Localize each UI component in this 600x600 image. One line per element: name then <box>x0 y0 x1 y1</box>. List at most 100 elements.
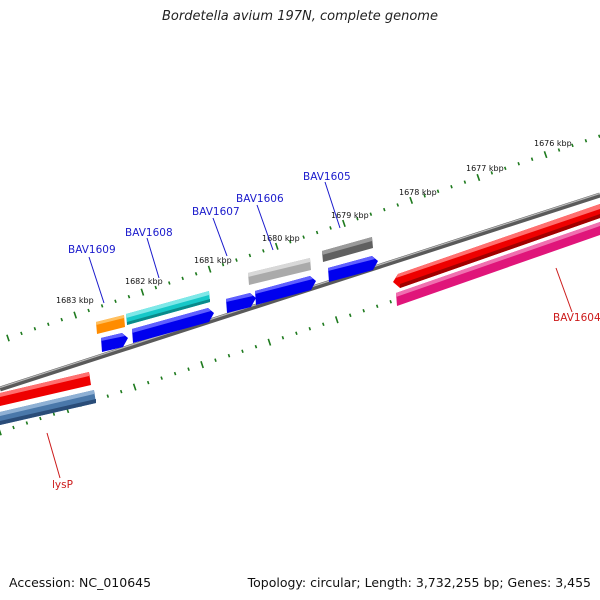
upper-scale-tick <box>503 166 507 171</box>
gene-blue-2[interactable] <box>132 308 214 343</box>
upper-scale-tick <box>154 285 158 290</box>
gene-darkgray[interactable] <box>322 237 373 262</box>
lower-scale-tick <box>254 344 258 349</box>
gene-orange[interactable] <box>96 315 125 334</box>
scale-label-1678: 1678 kbp <box>399 188 437 197</box>
map-title: Bordetella avium 197N, complete genome <box>162 9 438 24</box>
upper-scale-tick <box>356 217 359 221</box>
upper-scale-tick <box>557 148 561 152</box>
lower-scale-tick <box>295 331 298 335</box>
scale-label-1676: 1676 kbp <box>534 139 572 148</box>
gene-label-bav1606[interactable]: BAV1606 <box>236 193 284 205</box>
upper-scale-tick <box>450 184 453 189</box>
upper-scale-tick <box>315 230 319 235</box>
leader-bav1609 <box>88 256 105 304</box>
leader-bav1607 <box>212 217 228 257</box>
upper-scale-tick <box>181 276 184 281</box>
accession-label: Accession: NC_010645 <box>9 575 152 590</box>
leader-bav1604 <box>555 267 573 313</box>
upper-scale-tick <box>302 235 305 239</box>
upper-scale-tick <box>342 219 346 227</box>
upper-scale-tick <box>543 151 548 159</box>
upper-scale-tick <box>100 304 104 308</box>
gene-blue-1[interactable] <box>101 333 128 352</box>
upper-scale-tick <box>436 189 440 194</box>
upper-scale-tick <box>288 239 292 244</box>
upper-scale-tick <box>530 157 534 161</box>
lower-scale-tick <box>214 358 217 362</box>
upper-scale-tick <box>6 334 10 342</box>
upper-scale-tick <box>369 212 373 216</box>
gene-steel-left[interactable] <box>0 390 96 425</box>
leader-bav1608 <box>146 237 160 279</box>
lower-scale-tick <box>0 429 2 436</box>
gene-blue-4[interactable] <box>255 276 316 305</box>
upper-scale-tick <box>409 196 414 204</box>
upper-tick-track <box>6 134 600 342</box>
lower-scale-tick <box>375 304 379 309</box>
upper-scale-tick <box>329 226 332 230</box>
lower-scale-tick <box>106 394 110 398</box>
leader-bav1605 <box>324 181 341 229</box>
lower-scale-tick <box>281 335 285 340</box>
upper-scale-tick <box>33 327 37 331</box>
lower-scale-tick <box>200 361 204 369</box>
scale-label-1681: 1681 kbp <box>194 256 232 265</box>
gene-label-bav1604[interactable]: BAV1604 <box>553 312 600 324</box>
scale-label-1680: 1680 kbp <box>262 234 300 243</box>
upper-scale-tick <box>463 180 467 184</box>
gene-gray[interactable] <box>248 258 311 285</box>
gene-red-left[interactable] <box>0 372 91 406</box>
lower-scale-tick <box>322 322 325 326</box>
upper-scale-tick <box>423 194 426 198</box>
lower-scale-tick <box>389 300 392 304</box>
lower-scale-tick <box>267 338 272 346</box>
gene-pink-right[interactable] <box>396 222 600 306</box>
lower-scale-tick <box>12 425 15 430</box>
gene-label-bav1605[interactable]: BAV1605 <box>303 171 351 183</box>
leader-lysp <box>46 432 61 479</box>
upper-scale-tick <box>221 262 225 267</box>
lower-scale-tick <box>25 421 29 425</box>
upper-scale-tick <box>127 294 131 299</box>
gene-label-bav1608[interactable]: BAV1608 <box>125 227 173 239</box>
lower-scale-tick <box>241 349 244 353</box>
leader-bav1606 <box>256 204 274 251</box>
upper-scale-tick <box>274 242 279 250</box>
upper-scale-tick <box>87 308 90 313</box>
gene-red-right[interactable] <box>393 204 600 288</box>
upper-scale-tick <box>517 161 520 166</box>
gene-label-lysp[interactable]: lysP <box>52 479 73 491</box>
upper-scale-tick <box>114 299 117 304</box>
upper-scale-tick <box>140 288 145 296</box>
lower-scale-tick <box>348 313 352 318</box>
scale-label-1683: 1683 kbp <box>56 296 94 305</box>
upper-scale-tick <box>47 322 50 327</box>
upper-scale-tick <box>168 281 171 285</box>
scale-label-1682: 1682 kbp <box>125 277 163 286</box>
lower-scale-tick <box>308 326 312 331</box>
lower-scale-tick <box>132 383 137 391</box>
upper-scale-tick <box>20 331 23 336</box>
gene-label-bav1607[interactable]: BAV1607 <box>192 206 240 218</box>
gene-blue-3[interactable] <box>226 293 256 313</box>
upper-scale-tick <box>396 203 400 207</box>
upper-scale-tick <box>235 258 238 262</box>
lower-scale-tick <box>173 371 177 376</box>
lower-scale-tick <box>227 353 231 358</box>
upper-scale-tick <box>571 143 574 148</box>
gene-cyan[interactable] <box>126 291 210 325</box>
upper-scale-tick <box>383 207 386 212</box>
lower-scale-tick <box>160 376 163 380</box>
upper-scale-tick <box>490 171 494 175</box>
upper-scale-tick <box>194 272 198 276</box>
lower-scale-tick <box>39 416 42 421</box>
gene-blue-5[interactable] <box>328 256 378 282</box>
lower-scale-tick <box>119 389 123 394</box>
gene-label-bav1609[interactable]: BAV1609 <box>68 244 116 256</box>
upper-scale-tick <box>584 139 588 143</box>
lower-scale-tick <box>334 316 339 324</box>
upper-scale-tick <box>262 249 265 253</box>
upper-scale-tick <box>73 311 78 319</box>
